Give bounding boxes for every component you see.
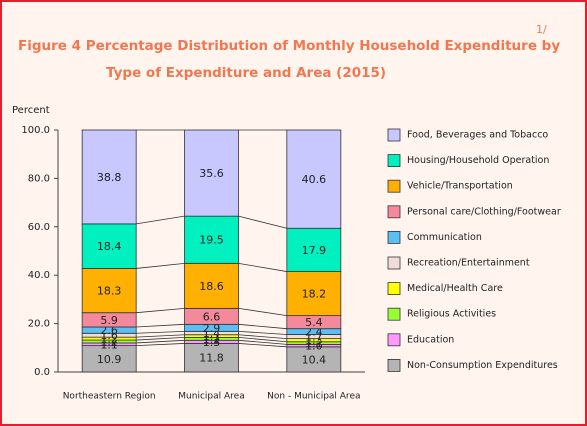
legend-label: Communication — [407, 232, 482, 243]
legend-label: Education — [407, 334, 454, 345]
title-note: 1/ — [536, 23, 547, 36]
connector-line — [238, 343, 287, 348]
legend-swatch — [387, 128, 401, 142]
connector-line — [238, 339, 287, 345]
legend-label: Non-Consumption Expenditures — [407, 360, 558, 371]
legend-label: Recreation/Entertainment — [407, 258, 530, 269]
x-tick-label: Non - Municipal Area — [267, 392, 360, 402]
connector-line — [136, 215, 185, 225]
connector-line — [136, 262, 185, 269]
bar-segment — [184, 343, 239, 373]
legend-label: Housing/Household Operation — [407, 155, 549, 166]
y-tick-label: 40.0 — [28, 270, 50, 281]
bar-segment — [286, 129, 342, 229]
connector-line — [136, 330, 185, 334]
bar-segment — [81, 129, 137, 225]
connector-line — [238, 334, 287, 340]
legend-swatch — [387, 358, 401, 372]
data-label: 11.8 — [199, 352, 224, 365]
connector-line — [136, 334, 185, 338]
connector-line — [136, 307, 185, 314]
data-label: 35.6 — [199, 167, 224, 180]
legend-label: Personal care/Clothing/Footwear — [407, 206, 561, 217]
connector-line — [238, 336, 287, 343]
connector-line — [238, 323, 287, 330]
connector-line — [238, 215, 287, 229]
connector-line — [238, 262, 287, 272]
legend-swatch — [387, 230, 401, 244]
legend-swatch — [387, 154, 401, 168]
data-label: 18.6 — [199, 280, 224, 293]
legend-swatch — [387, 333, 401, 347]
legend-swatch — [387, 256, 401, 270]
legend-swatch — [387, 205, 401, 219]
data-label: 19.5 — [199, 234, 224, 247]
data-label: 40.6 — [302, 173, 327, 186]
bar-segment — [184, 215, 239, 264]
data-label: 10.4 — [302, 353, 327, 366]
data-label: 2.9 — [203, 322, 221, 335]
bar-segment — [286, 227, 342, 272]
bar-segment — [184, 262, 239, 309]
legend-label: Vehicle/Transportation — [407, 181, 513, 192]
y-tick-label: 20.0 — [28, 319, 50, 330]
connector-line — [136, 323, 185, 328]
bar-segment — [81, 345, 137, 373]
connector-line — [136, 336, 185, 341]
legend-swatch — [387, 179, 401, 193]
data-label: 18.4 — [97, 240, 122, 253]
x-tick-label: Northeastern Region — [63, 392, 156, 402]
bar-segment — [81, 223, 137, 269]
y-tick-label: 0.0 — [34, 367, 50, 378]
connector-line — [238, 307, 287, 317]
data-label: 18.2 — [302, 288, 327, 301]
chart-title: Type of Expenditure and Area (2015) — [106, 65, 386, 81]
connector-line — [136, 339, 185, 344]
x-tick-label: Municipal Area — [178, 392, 244, 402]
legend-label: Medical/Health Care — [407, 283, 503, 294]
connector-line — [136, 343, 185, 347]
chart-title: Figure 4 Percentage Distribution of Mont… — [18, 38, 560, 54]
legend-label: Food, Beverages and Tobacco — [407, 130, 548, 141]
legend-swatch — [387, 282, 401, 296]
y-axis-label: Percent — [12, 105, 50, 116]
connector-line — [238, 330, 287, 335]
legend-label: Religious Activities — [407, 309, 496, 320]
y-tick-label: 80.0 — [28, 173, 50, 184]
data-label: 38.8 — [97, 171, 122, 184]
y-tick-label: 100.0 — [21, 125, 50, 136]
data-label: 18.3 — [97, 285, 122, 298]
legend-swatch — [387, 307, 401, 321]
data-label: 5.9 — [100, 314, 118, 327]
data-label: 10.9 — [97, 353, 122, 366]
y-tick-label: 60.0 — [28, 222, 50, 233]
data-label: 17.9 — [302, 244, 327, 257]
bar-segment — [184, 129, 239, 217]
data-label: 6.6 — [203, 310, 221, 323]
data-label: 5.4 — [305, 316, 323, 329]
